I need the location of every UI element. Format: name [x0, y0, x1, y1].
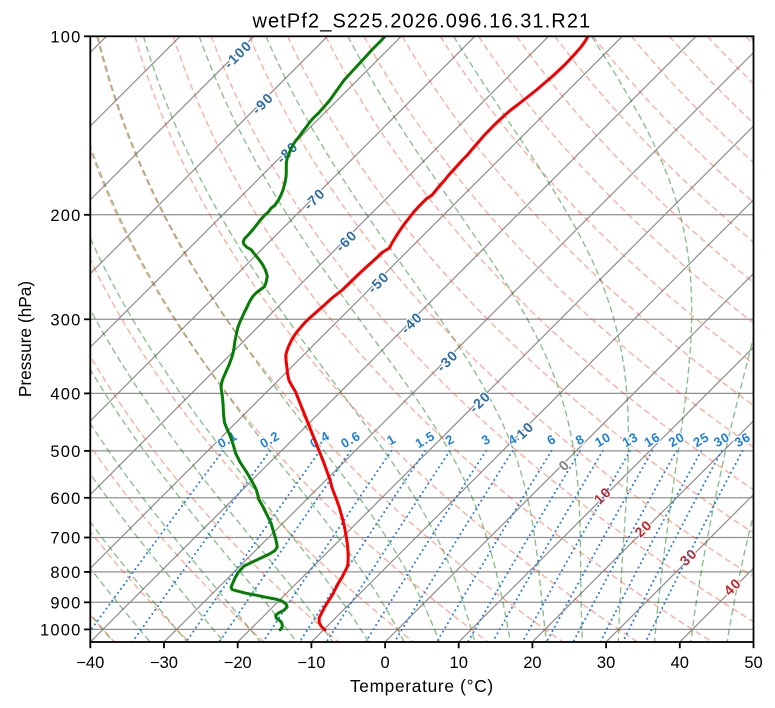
svg-text:300: 300	[50, 312, 81, 330]
svg-text:40: 40	[671, 654, 689, 672]
svg-text:20: 20	[523, 654, 541, 672]
svg-text:50: 50	[744, 654, 762, 672]
svg-text:900: 900	[50, 595, 81, 613]
svg-text:400: 400	[50, 386, 81, 404]
svg-text:wetPf2_S225.2026.096.16.31.R21: wetPf2_S225.2026.096.16.31.R21	[251, 11, 591, 33]
svg-text:−40: −40	[76, 654, 104, 672]
svg-text:−20: −20	[224, 654, 252, 672]
svg-text:30: 30	[597, 654, 615, 672]
svg-text:200: 200	[50, 207, 81, 225]
svg-text:1000: 1000	[40, 622, 82, 640]
svg-text:0: 0	[381, 654, 390, 672]
svg-text:800: 800	[50, 564, 81, 582]
svg-text:600: 600	[50, 490, 81, 508]
svg-text:Pressure (hPa): Pressure (hPa)	[15, 281, 35, 397]
svg-text:Temperature (°C): Temperature (°C)	[350, 676, 494, 696]
svg-text:−30: −30	[150, 654, 178, 672]
svg-text:10: 10	[450, 654, 468, 672]
svg-text:−10: −10	[297, 654, 325, 672]
svg-text:100: 100	[50, 29, 81, 47]
svg-text:700: 700	[50, 530, 81, 548]
svg-text:36: 36	[732, 429, 753, 450]
svg-text:500: 500	[50, 443, 81, 461]
